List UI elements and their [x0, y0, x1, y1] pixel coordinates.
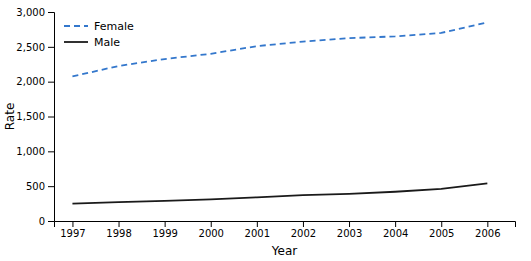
marks	[72, 22, 487, 203]
x-axis: 1997 1998 1999 2000 2001 2002 2003 2004 2005 2006	[55, 221, 516, 239]
y-tick-mark	[48, 186, 54, 187]
y-tick: 1,500	[16, 111, 54, 122]
x-tick: 2003	[337, 221, 362, 239]
legend-label: Male	[94, 36, 120, 49]
x-tick-mark	[257, 221, 258, 227]
y-tick-mark	[48, 151, 54, 152]
x-tick-label: 2006	[475, 228, 500, 239]
legend-swatch	[64, 25, 88, 27]
x-tick-mark	[395, 221, 396, 227]
y-tick-mark	[48, 117, 54, 118]
y-tick-label: 3,000	[16, 7, 45, 18]
y-axis-line	[48, 13, 55, 222]
x-axis-line	[55, 222, 516, 228]
x-tick-mark	[441, 221, 442, 227]
y-axis-title: Rate	[3, 103, 17, 131]
series-line	[72, 22, 487, 76]
x-tick-mark	[165, 221, 166, 227]
x-tick: 1997	[60, 221, 85, 239]
x-tick: 2000	[199, 221, 224, 239]
y-tick-label: 2,500	[16, 42, 45, 53]
legend: Female Male	[64, 20, 134, 49]
x-tick-label: 1997	[60, 228, 85, 239]
legend-swatch	[64, 41, 88, 43]
x-tick-label: 2004	[383, 228, 408, 239]
x-tick: 2004	[383, 221, 408, 239]
x-tick-mark	[72, 221, 73, 227]
y-tick-mark	[48, 221, 54, 222]
x-tick-label: 2003	[337, 228, 362, 239]
x-tick-mark	[119, 221, 120, 227]
chart: 1997 1998 1999 2000 2001 2002 2003 2004 2005 2006…	[0, 0, 531, 261]
x-tick-label: 1998	[106, 228, 131, 239]
y-tick-mark	[48, 82, 54, 83]
y-tick-label: 1,000	[16, 146, 45, 157]
x-tick: 2006	[475, 221, 500, 239]
y-tick-label: 0	[39, 216, 45, 227]
legend-item: Male	[64, 36, 120, 49]
x-tick-mark	[303, 221, 304, 227]
x-tick: 2001	[245, 221, 270, 239]
y-tick: 2,000	[16, 76, 54, 87]
x-axis-title: Year	[271, 244, 297, 258]
legend-item: Female	[64, 20, 134, 33]
legend-label: Female	[94, 20, 134, 33]
x-tick: 1998	[106, 221, 131, 239]
x-tick: 2002	[291, 221, 316, 239]
x-tick-mark	[487, 221, 488, 227]
x-tick-mark	[211, 221, 212, 227]
y-tick: 0	[39, 216, 54, 227]
y-tick-mark	[48, 47, 54, 48]
plot: 1997 1998 1999 2000 2001 2002 2003 2004 2005 2006…	[16, 7, 515, 239]
x-tick-mark	[349, 221, 350, 227]
x-tick-label: 1999	[152, 228, 177, 239]
y-tick-mark	[48, 12, 54, 13]
y-tick: 500	[26, 181, 54, 192]
x-tick: 1999	[152, 221, 177, 239]
x-tick: 2005	[429, 221, 454, 239]
y-tick: 3,000	[16, 7, 54, 18]
y-axis: 0 500 1,000 1,500 2,000 2,500 3,000	[16, 7, 54, 227]
series-line	[72, 183, 487, 203]
y-tick: 1,000	[16, 146, 54, 157]
x-tick-label: 2001	[245, 228, 270, 239]
y-tick-label: 500	[26, 181, 45, 192]
y-tick: 2,500	[16, 42, 54, 53]
x-tick-label: 2002	[291, 228, 316, 239]
x-tick-label: 2000	[199, 228, 224, 239]
x-tick-label: 2005	[429, 228, 454, 239]
y-tick-label: 1,500	[16, 111, 45, 122]
y-tick-label: 2,000	[16, 76, 45, 87]
